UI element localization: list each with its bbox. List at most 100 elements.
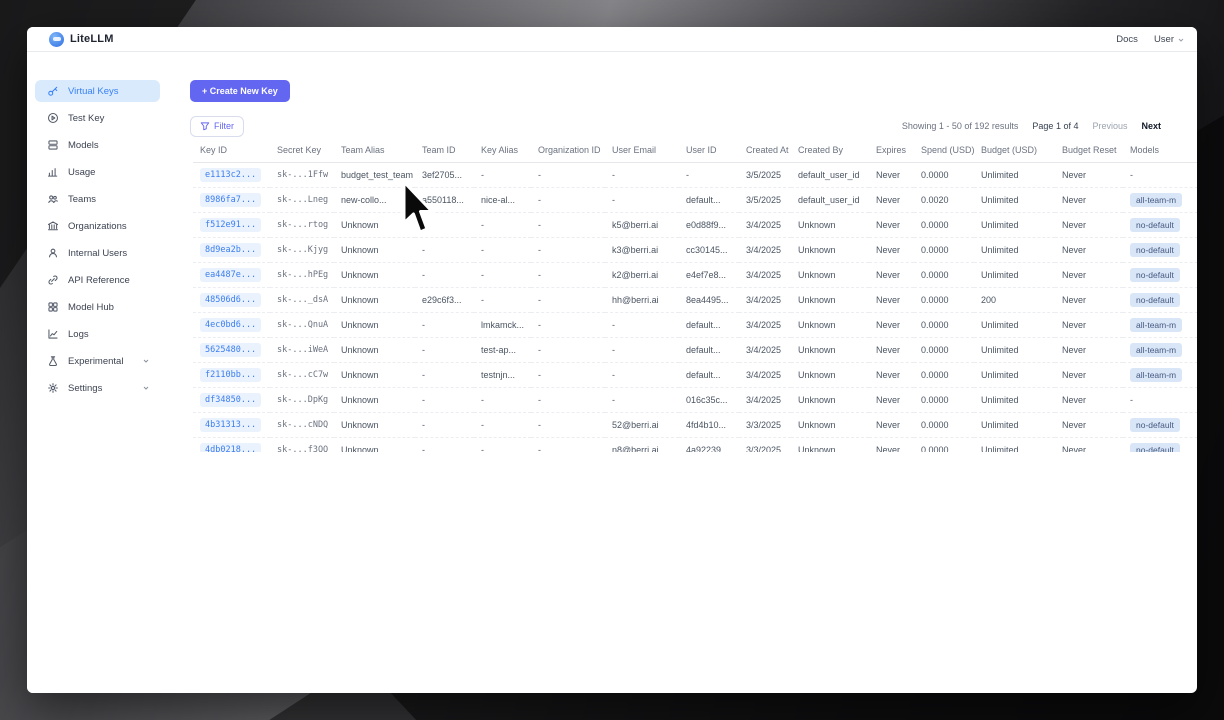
sidebar-item-organizations[interactable]: Organizations: [35, 215, 160, 237]
cell-created_at: 3/4/2025: [739, 236, 791, 262]
keys-table-container: Key ID Secret Key Team Alias Team ID Key Ali…: [193, 142, 1197, 452]
sidebar-item-test-key[interactable]: Test Key: [35, 107, 160, 129]
cell-budget: Unlimited: [974, 361, 1055, 387]
models-badge: no-default: [1130, 292, 1180, 307]
cell-key_alias: -: [474, 236, 531, 262]
table-row: ea4487e... sk-...hPEg Unknown - - - k2@berri.a…: [193, 261, 1197, 287]
sidebar-item-internal-users[interactable]: Internal Users: [35, 242, 160, 264]
key-id-link[interactable]: f2110bb...: [200, 368, 262, 382]
cell-spend: 0.0000: [914, 261, 974, 287]
cell-key_id: f512e91...: [193, 211, 270, 237]
secret-key-value: sk-...hPEg: [277, 270, 329, 280]
table-row: f2110bb... sk-...cC7w Unknown - testnjn... - -…: [193, 361, 1197, 387]
cell-key_alias: -: [474, 411, 531, 437]
filter-button-label: Filter: [214, 121, 234, 131]
key-id-link[interactable]: 4ec0bd6...: [200, 318, 262, 332]
cell-user_email: n8@berri.ai: [605, 436, 679, 452]
cell-organization_id: -: [538, 169, 541, 180]
sidebar-item-experimental[interactable]: Experimental: [35, 350, 160, 372]
cell-organization_id: -: [531, 386, 605, 412]
key-id-link[interactable]: 5625480...: [200, 343, 262, 357]
sidebar-item-models[interactable]: Models: [35, 134, 160, 156]
key-id-link[interactable]: 4db0218...: [200, 443, 262, 452]
sidebar: Virtual Keys Test Key Models Usage Teams Orga…: [27, 53, 187, 693]
table-row: e1113c2... sk-...1Ffw budget_test_team 3ef2…: [193, 162, 1197, 187]
cell-key_id: 8d9ea2b...: [193, 236, 270, 262]
cell-expires: Never: [869, 411, 914, 437]
table-header-row: Key ID Secret Key Team Alias Team ID Key Ali…: [193, 142, 1197, 163]
chevron-down-icon: [1178, 38, 1184, 42]
cell-budget_reset: Never: [1055, 261, 1123, 287]
models-badge: all-team-m: [1130, 192, 1183, 207]
key-id-link[interactable]: ea4487e...: [200, 268, 262, 282]
pagination: Showing 1 - 50 of 192 results Page 1 of …: [902, 121, 1161, 131]
sidebar-item-api-reference[interactable]: API Reference: [35, 269, 160, 291]
key-id-link[interactable]: 8986fa7...: [200, 193, 262, 207]
sidebar-item-model-hub[interactable]: Model Hub: [35, 296, 160, 318]
cell-user_email: hh@berri.ai: [605, 286, 679, 312]
cell-key_id: f2110bb...: [193, 361, 270, 387]
column-header-budget: Budget (USD): [974, 142, 1055, 163]
column-header-secret_key: Secret Key: [270, 142, 334, 163]
cell-spend: 0.0000: [914, 436, 974, 452]
cell-created_at: 3/4/2025: [739, 336, 791, 362]
key-icon: [47, 85, 59, 97]
secret-key-value: sk-...rtog: [277, 220, 329, 230]
key-id-link[interactable]: df34850...: [200, 393, 262, 407]
cell-secret_key: sk-...hPEg: [270, 261, 334, 287]
cell-created_at: 3/4/2025: [739, 261, 791, 287]
cell-expires: Never: [869, 336, 914, 362]
cell-created_at: 3/4/2025: [739, 386, 791, 412]
sidebar-item-settings[interactable]: Settings: [35, 377, 160, 399]
cell-budget: Unlimited: [974, 186, 1055, 212]
cell-organization_id: -: [531, 411, 605, 437]
sidebar-item-label: Teams: [68, 193, 96, 205]
cell-key_alias: nice-al...: [474, 186, 531, 212]
key-id-link[interactable]: 8d9ea2b...: [200, 243, 262, 257]
cell-team_alias: new-collo...: [334, 186, 415, 212]
cell-team_alias: Unknown: [334, 361, 415, 387]
cell-budget_reset: Never: [1062, 169, 1087, 180]
next-page-button[interactable]: Next: [1141, 121, 1161, 131]
create-new-key-button[interactable]: + Create New Key: [190, 80, 290, 102]
cell-secret_key: sk-...1Ffw: [270, 162, 334, 187]
cell-budget_reset: Never: [1055, 211, 1123, 237]
controls-row: Filter Showing 1 - 50 of 192 results Pag…: [190, 114, 1161, 138]
sidebar-item-teams[interactable]: Teams: [35, 188, 160, 210]
key-id-link[interactable]: 4b31313...: [200, 418, 262, 432]
cell-user_id: 8ea4495...: [679, 286, 739, 312]
key-id-link[interactable]: e1113c2...: [200, 168, 262, 182]
cell-user_email: k2@berri.ai: [605, 261, 679, 287]
cell-models: -: [1130, 169, 1133, 180]
funnel-icon: [200, 122, 210, 131]
sidebar-item-usage[interactable]: Usage: [35, 161, 160, 183]
cell-organization_id: -: [531, 286, 605, 312]
cell-user_email: k5@berri.ai: [605, 211, 679, 237]
models-badge: no-default: [1130, 267, 1180, 282]
filter-button[interactable]: Filter: [190, 115, 244, 137]
secret-key-value: sk-...Lneg: [277, 195, 329, 205]
key-id-link[interactable]: 48506d6...: [200, 293, 262, 307]
column-header-user_id: User ID: [679, 142, 739, 163]
cell-budget_reset: Never: [1055, 436, 1123, 452]
cell-spend: 0.0000: [914, 211, 974, 237]
sidebar-item-logs[interactable]: Logs: [35, 323, 160, 345]
previous-page-button[interactable]: Previous: [1092, 121, 1128, 131]
cell-spend: 0.0020: [914, 186, 974, 212]
sidebar-item-virtual-keys[interactable]: Virtual Keys: [35, 80, 160, 102]
cell-budget_reset: Never: [1055, 336, 1123, 362]
cell-spend: 0.0000: [914, 361, 974, 387]
column-header-team_id: Team ID: [415, 142, 474, 163]
column-header-organization_id: Organization ID: [531, 142, 605, 163]
docs-link[interactable]: Docs: [1116, 33, 1138, 45]
cell-team_alias: Unknown: [334, 286, 415, 312]
models-icon: [47, 139, 59, 151]
user-menu[interactable]: User: [1154, 34, 1185, 45]
cell-user_id: default...: [679, 336, 739, 362]
flask-icon: [47, 355, 59, 367]
table-row: df34850... sk-...DpKg Unknown - - - -016c35c..…: [193, 386, 1197, 412]
top-navbar: LiteLLM Docs User: [27, 27, 1197, 52]
key-id-link[interactable]: f512e91...: [200, 218, 262, 232]
cell-expires: Never: [869, 436, 914, 452]
cell-secret_key: sk-...Lneg: [270, 186, 334, 212]
